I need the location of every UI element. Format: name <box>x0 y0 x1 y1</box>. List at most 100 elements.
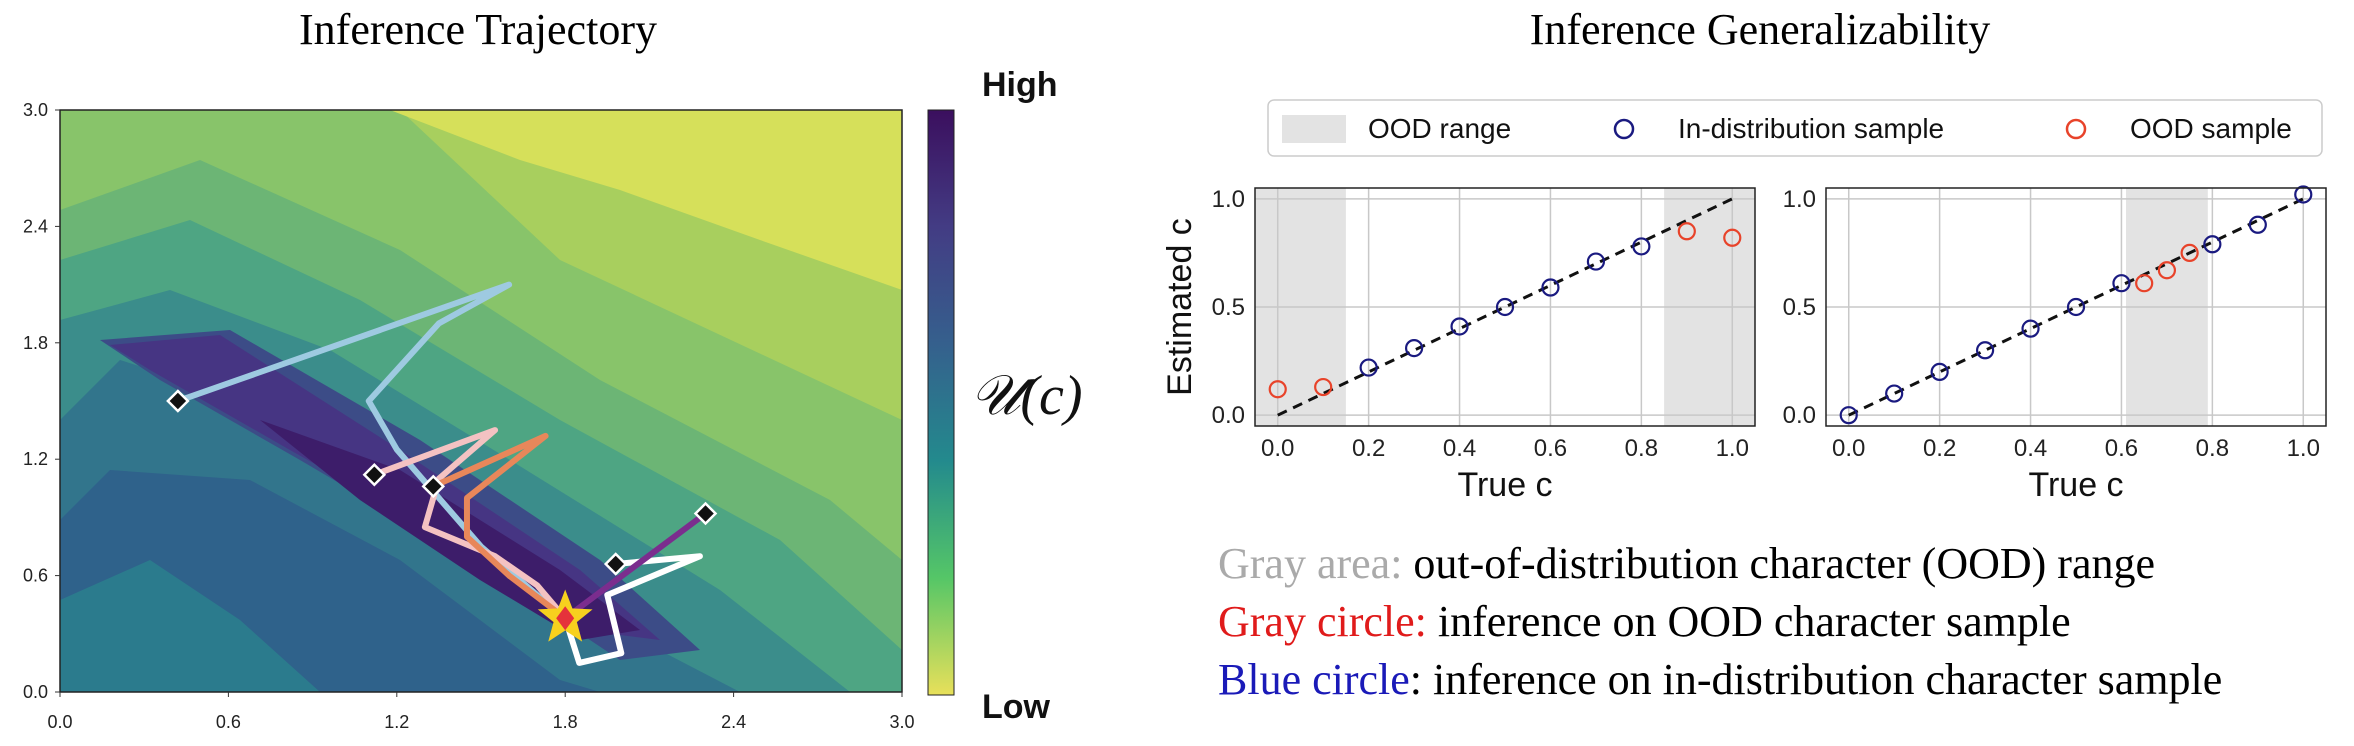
caption-block: Gray area: out-of-distribution character… <box>1218 539 2222 704</box>
plot-frame <box>1825 187 2327 427</box>
colorbar <box>927 109 955 696</box>
y-tick-label: 1.2 <box>23 449 48 469</box>
caption-1-text: out-of-distribution character (OOD) rang… <box>1402 539 2155 588</box>
heatmap-axis-ticks: 0.0 0.6 1.2 1.8 2.4 3.0 0.0 0.6 1.2 1.8 2.4 3.0 <box>23 100 915 732</box>
trajectory-1 <box>174 281 569 622</box>
ood-sample-point <box>1268 380 1287 399</box>
legend-ood-range-swatch <box>1282 115 1346 143</box>
trajectory-start-marker <box>362 462 387 487</box>
ood-sample-point <box>2180 243 2199 263</box>
caption-line-1: Gray area: out-of-distribution character… <box>1218 539 2155 588</box>
in-distribution-point <box>1450 317 1469 336</box>
scatter-plot-left: 0.0 0.2 0.4 0.6 0.8 1.0 0.0 0.5 1.0 True c Estimat… <box>1161 186 1756 504</box>
y-tick-label: 1.0 <box>1212 186 1245 213</box>
x-tick-label: 0.8 <box>2196 435 2229 462</box>
trajectory-start-marker <box>603 552 628 576</box>
y-tick-label: 0.5 <box>1212 294 1245 321</box>
caption-2-prefix: Gray circle: <box>1218 597 1427 646</box>
y-tick-label: 1.0 <box>1783 186 1816 213</box>
ood-sample-point <box>2135 274 2154 293</box>
x-tick-label: 0.6 <box>2105 435 2138 462</box>
x-tick-label: 2.4 <box>721 712 746 732</box>
right-panel-title: Inference Generalizability <box>1530 5 1991 54</box>
colorbar-high-label: High <box>982 66 1058 104</box>
in-distribution-point <box>2066 297 2086 317</box>
trajectory-2 <box>371 427 569 622</box>
heatmap-frame <box>59 109 903 693</box>
ood-sample-point <box>1677 222 1696 241</box>
in-distribution-point <box>1586 252 1606 271</box>
contour-band-top-yellow <box>390 110 902 290</box>
y-tick-label: 0.6 <box>23 566 48 586</box>
in-distribution-point <box>1975 341 1995 360</box>
legend: OOD range In-distribution sample OOD sam… <box>1267 99 2323 157</box>
in-distribution-point <box>1359 358 1378 377</box>
y-tick-label: 1.8 <box>23 333 48 353</box>
trajectory-start-marker <box>166 389 190 413</box>
y-axis-label: Estimated c <box>1161 218 1199 396</box>
in-distribution-point <box>1632 237 1651 256</box>
legend-ood-label: OOD sample <box>2130 113 2292 144</box>
trajectory-layer <box>166 281 718 666</box>
x-tick-label: 0.0 <box>1261 435 1294 462</box>
x-tick-label: 0.6 <box>1534 435 1567 462</box>
colorbar-axis-label: 𝒰(c) <box>970 365 1083 427</box>
in-distribution-point <box>2294 185 2313 204</box>
caption-3-text: : inference on in-distribution character… <box>1410 655 2222 704</box>
y-tick-label: 0.0 <box>1783 402 1816 429</box>
x-tick-label: 1.8 <box>553 712 578 732</box>
x-tick-label: 0.4 <box>2014 435 2047 462</box>
target-diamond-marker <box>556 606 575 631</box>
in-distribution-point <box>2021 319 2040 338</box>
legend-in-dist-marker <box>1613 118 1635 140</box>
y-tick-label: 3.0 <box>23 100 48 120</box>
x-tick-label: 0.2 <box>1352 435 1385 462</box>
in-distribution-point <box>1541 278 1560 297</box>
x-tick-label: 0.4 <box>1443 435 1476 462</box>
in-distribution-point <box>1885 384 1904 403</box>
in-distribution-point <box>1930 362 1949 382</box>
legend-in-dist-label: In-distribution sample <box>1678 113 1944 144</box>
left-panel-title: Inference Trajectory <box>299 5 657 54</box>
caption-2-text: inference on OOD character sample <box>1427 597 2071 646</box>
legend-ood-range-label: OOD range <box>1368 113 1511 144</box>
ood-sample-point <box>2157 261 2177 280</box>
trajectory-4 <box>562 553 703 666</box>
legend-frame <box>1267 99 2323 157</box>
in-distribution-point <box>2248 215 2267 234</box>
caption-3-prefix: Blue circle <box>1218 655 1410 704</box>
in-distribution-point <box>1495 297 1515 317</box>
ood-sample-point <box>1314 377 1333 397</box>
in-distribution-point <box>2112 274 2131 293</box>
x-axis-label: True c <box>1457 466 1552 504</box>
x-tick-label: 0.0 <box>1832 435 1865 462</box>
x-tick-label: 0.8 <box>1625 435 1658 462</box>
caption-line-3: Blue circle: inference on in-distributio… <box>1218 655 2222 704</box>
x-tick-label: 0.2 <box>1923 435 1956 462</box>
contour-band-core <box>260 420 640 640</box>
y-tick-label: 0.0 <box>23 682 48 702</box>
colorbar-low-label: Low <box>982 688 1051 726</box>
scatter-plot-right: 0.0 0.2 0.4 0.6 0.8 1.0 0.0 0.5 1.0 True c <box>1783 185 2327 504</box>
in-distribution-point <box>1839 406 1858 425</box>
x-tick-label: 1.0 <box>1716 435 1749 462</box>
in-distribution-point <box>2203 235 2222 254</box>
y-tick-label: 0.0 <box>1212 402 1245 429</box>
legend-ood-marker <box>2065 118 2087 140</box>
caption-line-2: Gray circle: inference on OOD character … <box>1218 597 2071 646</box>
trajectory-start-marker <box>693 501 718 526</box>
in-distribution-point <box>1404 339 1424 358</box>
trajectory-start-marker <box>421 474 446 499</box>
x-tick-label: 0.6 <box>216 712 241 732</box>
trajectory-5 <box>562 510 709 622</box>
x-tick-label: 3.0 <box>889 712 914 732</box>
y-tick-label: 0.5 <box>1783 294 1816 321</box>
ood-sample-point <box>1723 228 1742 247</box>
x-tick-label: 0.0 <box>47 712 72 732</box>
plot-frame <box>1254 187 1756 427</box>
caption-1-prefix: Gray area: <box>1218 539 1402 588</box>
trajectory-3 <box>430 432 569 622</box>
x-axis-label: True c <box>2028 466 2123 504</box>
contour-band-lower-left <box>60 560 320 692</box>
